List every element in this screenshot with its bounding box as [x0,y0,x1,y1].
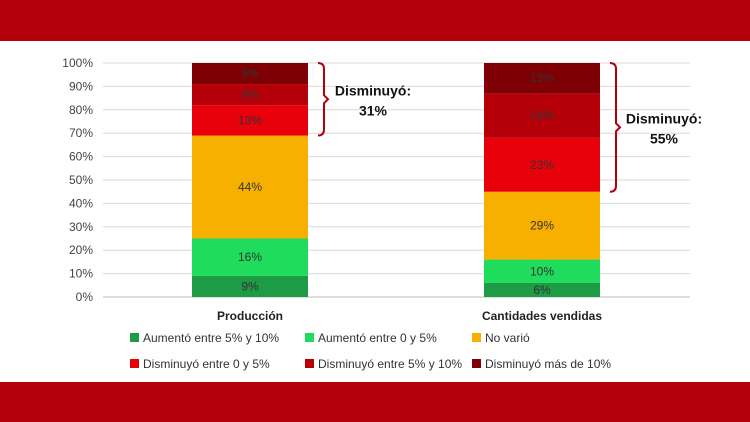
category-labels: Producción Cantidades vendidas [217,309,602,323]
annotation-value: 31% [359,102,388,118]
data-label: 10% [530,264,554,278]
y-tick-label: 40% [69,196,93,210]
annotation-label: Disminuyó: [626,110,702,126]
category-label: Cantidades vendidas [482,309,602,323]
data-label: 23% [530,158,554,172]
bar-segment [484,191,600,260]
data-label: 9% [241,67,259,81]
bar-segment [484,63,600,94]
bar-segment [192,63,308,85]
data-label: 6% [533,283,551,297]
data-label: 44% [238,180,262,194]
y-tick-label: 30% [69,220,93,234]
legend-swatch [130,333,139,342]
annotation-label: Disminuyó: [335,82,411,98]
legend: Aumentó entre 5% y 10% Aumentó entre 0 y … [130,331,611,371]
data-label: 13% [238,113,262,127]
annotation-value: 55% [650,130,679,146]
legend-swatch [472,333,481,342]
bar-segment [192,105,308,136]
y-tick-label: 90% [69,79,93,93]
legend-label: Disminuyó entre 5% y 10% [318,357,462,371]
data-label: 16% [238,250,262,264]
bar-segment [192,275,308,297]
y-tick-label: 10% [69,267,93,281]
legend-swatch [305,333,314,342]
data-label: 13% [530,71,554,85]
data-label: 29% [530,219,554,233]
y-tick-label: 60% [69,150,93,164]
y-tick-label: 20% [69,243,93,257]
chart-panel: 0% 10% 20% 30% 40% 50% 60% 70% 80% 90% 100% 9% 16% 4… [0,41,750,382]
legend-swatch [472,359,481,368]
y-tick-label: 50% [69,173,93,187]
data-label: 9% [241,279,259,293]
data-label: 19% [530,109,554,123]
y-tick-label: 100% [62,56,93,70]
legend-label: No varió [485,331,530,345]
legend-label: Disminuyó entre 0 y 5% [143,357,270,371]
bar-segment [484,259,600,283]
bar-segment [484,93,600,138]
legend-label: Aumentó entre 0 y 5% [318,331,437,345]
legend-label: Disminuyó más de 10% [485,357,611,371]
y-axis-ticks: 0% 10% 20% 30% 40% 50% 60% 70% 80% 90% 100% [62,56,93,304]
bars: 9% 16% 44% 13% 9% 9% 6% 10% 29% 23% 19% 13% [192,63,600,297]
bar-segment [192,84,308,106]
category-label: Producción [217,309,283,323]
legend-label: Aumentó entre 5% y 10% [143,331,279,345]
stacked-bar-chart: 0% 10% 20% 30% 40% 50% 60% 70% 80% 90% 100% 9% 16% 4… [62,56,702,371]
y-tick-label: 70% [69,126,93,140]
bar-segment [192,135,308,239]
annotations: Disminuyó: 31% Disminuyó: 55% [317,62,702,193]
legend-swatch [305,359,314,368]
bracket [317,62,330,137]
y-tick-label: 0% [76,290,94,304]
legend-swatch [130,359,139,368]
bar-segment [484,137,600,192]
y-tick-label: 80% [69,103,93,117]
bar-segment [484,282,600,297]
bracket [609,62,622,193]
bar-segment [192,238,308,276]
data-label: 9% [241,88,259,102]
